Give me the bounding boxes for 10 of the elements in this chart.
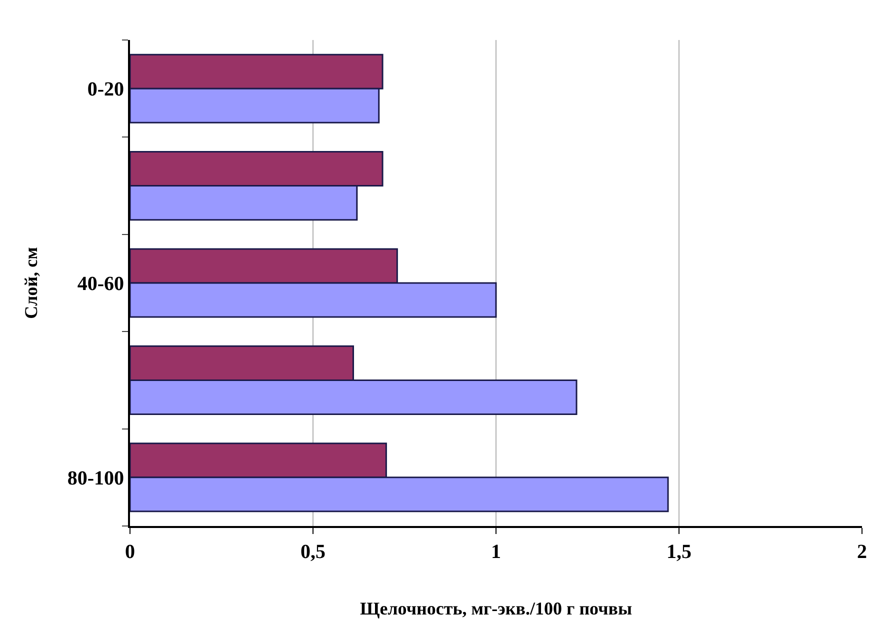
- x-tick-label: 2: [857, 541, 867, 563]
- x-tick-label: 0,5: [300, 541, 326, 563]
- x-tick-label: 1: [491, 541, 501, 563]
- y-axis-title: Слой, см: [21, 247, 42, 319]
- x-tick-label: 0: [125, 541, 135, 563]
- y-tick-label: 0-20: [87, 78, 124, 101]
- x-axis-title: Щелочность, мг-экв./100 г почвы: [360, 598, 632, 619]
- x-tick-label: 1,5: [666, 541, 692, 563]
- y-tick-label: 40-60: [77, 273, 124, 295]
- y-tick-label: 80-100: [67, 467, 124, 490]
